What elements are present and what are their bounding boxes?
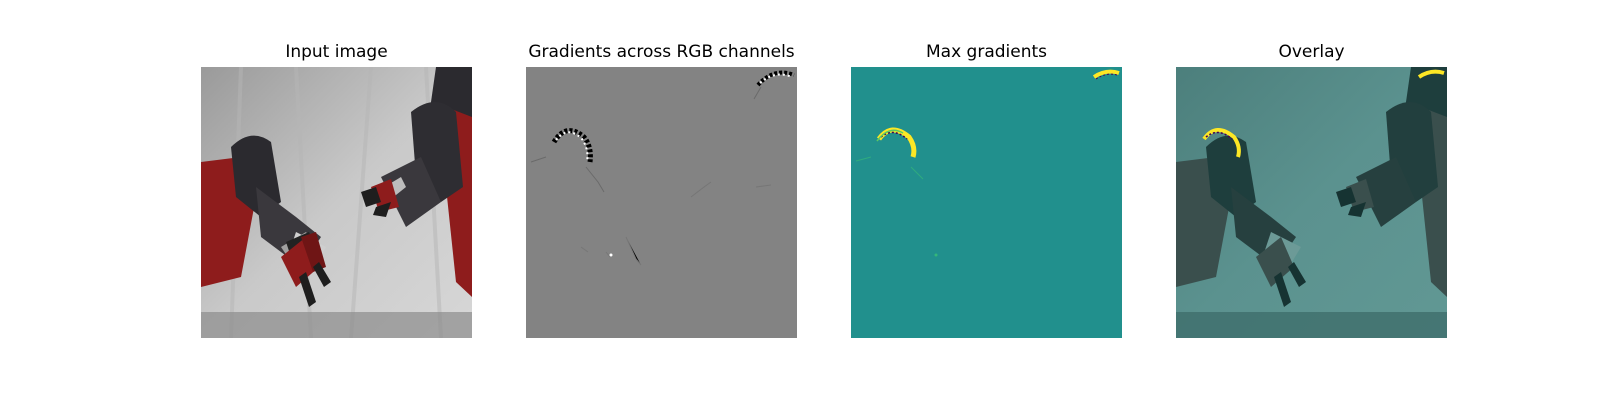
panel-rgb-gradients: Gradients across RGB channels: [526, 0, 797, 400]
input-image: [201, 67, 472, 338]
panel-input-image: Input image: [201, 0, 472, 400]
panel-title: Input image: [285, 42, 388, 62]
panel-title: Gradients across RGB channels: [528, 42, 795, 62]
panel-max-gradients: Max gradients: [851, 0, 1122, 400]
max-gradients-image: [851, 67, 1122, 338]
panel-title: Overlay: [1278, 42, 1345, 62]
rgb-gradients-image: [526, 67, 797, 338]
panel-title: Max gradients: [925, 42, 1048, 62]
panel-overlay: Overlay: [1176, 0, 1447, 400]
overlay-image: [1176, 67, 1447, 338]
